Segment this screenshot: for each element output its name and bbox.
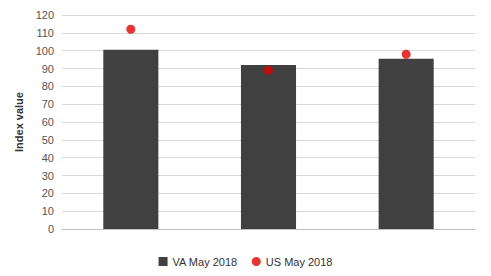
svg-text:70: 70 <box>42 98 54 110</box>
svg-text:VA May 2018: VA May 2018 <box>173 256 238 268</box>
svg-text:50: 50 <box>42 134 54 146</box>
svg-text:Index value: Index value <box>13 92 25 152</box>
svg-text:80: 80 <box>42 80 54 92</box>
svg-text:0: 0 <box>48 223 54 235</box>
svg-text:30: 30 <box>42 170 54 182</box>
svg-text:100: 100 <box>36 45 54 57</box>
svg-text:10: 10 <box>42 205 54 217</box>
svg-text:20: 20 <box>42 187 54 199</box>
svg-text:US May 2018: US May 2018 <box>266 256 333 268</box>
svg-text:40: 40 <box>42 152 54 164</box>
svg-text:120: 120 <box>36 9 54 21</box>
svg-text:110: 110 <box>36 27 54 39</box>
svg-text:60: 60 <box>42 116 54 128</box>
svg-text:90: 90 <box>42 63 54 75</box>
